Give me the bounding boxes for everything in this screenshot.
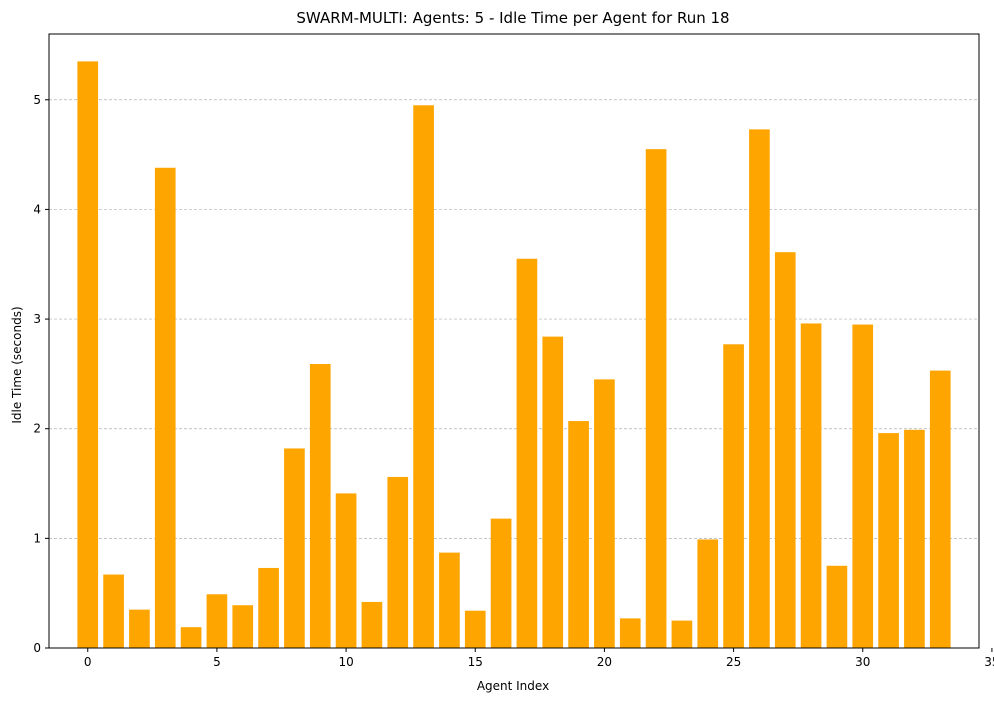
bar — [749, 129, 770, 648]
x-tick-label: 30 — [855, 655, 870, 669]
bar — [516, 258, 538, 648]
bar — [878, 433, 899, 648]
bar — [232, 605, 254, 648]
bar — [671, 620, 693, 648]
bar — [723, 344, 744, 648]
bar — [180, 627, 202, 648]
bar — [413, 105, 434, 648]
bar — [154, 167, 176, 648]
bar — [439, 552, 460, 648]
y-tick-label: 5 — [33, 93, 41, 107]
bar — [103, 574, 124, 648]
x-tick-label: 5 — [213, 655, 221, 669]
y-axis-ticks: 0 1 2 3 4 5 — [33, 93, 49, 655]
bar — [464, 610, 486, 648]
bar — [568, 421, 589, 648]
bar — [929, 370, 951, 648]
y-tick-label: 0 — [33, 641, 41, 655]
bar — [129, 609, 150, 648]
bar — [542, 336, 564, 648]
y-tick-label: 1 — [33, 531, 41, 545]
grid-lines — [49, 99, 979, 539]
bar — [852, 324, 874, 648]
bar — [774, 252, 796, 649]
bar — [335, 493, 357, 648]
chart-title: SWARM-MULTI: Agents: 5 - Idle Time per A… — [296, 9, 729, 27]
y-axis-label: Idle Time (seconds) — [10, 306, 24, 423]
y-tick-label: 4 — [33, 202, 41, 216]
x-tick-label: 25 — [726, 655, 741, 669]
bar — [619, 618, 641, 648]
x-axis-label: Agent Index — [477, 679, 549, 693]
x-tick-label: 20 — [597, 655, 612, 669]
y-tick-label: 2 — [33, 422, 41, 436]
bar — [258, 567, 279, 648]
y-tick-label: 3 — [33, 312, 41, 326]
bar — [284, 448, 305, 648]
x-tick-label: 15 — [468, 655, 483, 669]
bar — [904, 429, 925, 648]
plot-frame — [48, 33, 980, 649]
bars — [77, 61, 951, 649]
bar — [697, 539, 719, 648]
bar — [490, 518, 512, 648]
bar — [826, 565, 848, 648]
x-tick-label: 10 — [338, 655, 353, 669]
bar — [387, 476, 409, 648]
x-axis-ticks: 0 5 10 15 20 25 30 35 — [84, 648, 994, 669]
bar — [645, 149, 667, 648]
bar — [206, 594, 228, 648]
bar — [309, 364, 331, 648]
bar — [800, 323, 822, 648]
x-tick-label: 0 — [84, 655, 92, 669]
bar — [594, 379, 615, 648]
bar — [361, 601, 383, 648]
bar — [77, 61, 99, 649]
x-tick-label: 35 — [984, 655, 994, 669]
